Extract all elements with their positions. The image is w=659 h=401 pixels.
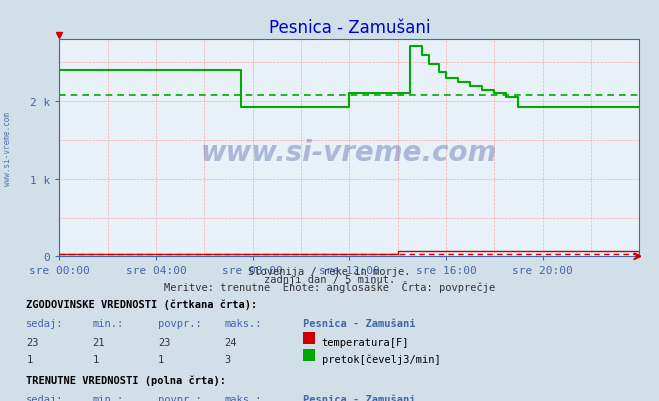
- Text: 3: 3: [224, 354, 230, 364]
- Text: povpr.:: povpr.:: [158, 318, 202, 328]
- Text: pretok[čevelj3/min]: pretok[čevelj3/min]: [322, 354, 440, 364]
- Text: min.:: min.:: [92, 394, 123, 401]
- Text: min.:: min.:: [92, 318, 123, 328]
- Text: TRENUTNE VREDNOSTI (polna črta):: TRENUTNE VREDNOSTI (polna črta):: [26, 375, 226, 385]
- Text: 24: 24: [224, 337, 237, 347]
- Text: 1: 1: [92, 354, 98, 364]
- Text: ZGODOVINSKE VREDNOSTI (črtkana črta):: ZGODOVINSKE VREDNOSTI (črtkana črta):: [26, 298, 258, 309]
- Text: www.si-vreme.com: www.si-vreme.com: [3, 111, 13, 185]
- Text: zadnji dan / 5 minut.: zadnji dan / 5 minut.: [264, 275, 395, 285]
- Text: Pesnica - Zamušani: Pesnica - Zamušani: [303, 318, 416, 328]
- Text: 23: 23: [158, 337, 171, 347]
- Text: 1: 1: [26, 354, 32, 364]
- Text: maks.:: maks.:: [224, 318, 262, 328]
- Text: Meritve: trenutne  Enote: anglosaške  Črta: povprečje: Meritve: trenutne Enote: anglosaške Črta…: [164, 281, 495, 293]
- Text: sedaj:: sedaj:: [26, 318, 64, 328]
- Text: www.si-vreme.com: www.si-vreme.com: [201, 139, 498, 167]
- Text: Pesnica - Zamušani: Pesnica - Zamušani: [303, 394, 416, 401]
- Text: 21: 21: [92, 337, 105, 347]
- Text: temperatura[F]: temperatura[F]: [322, 337, 409, 347]
- Text: Slovenija / reke in morje.: Slovenija / reke in morje.: [248, 267, 411, 277]
- Text: sedaj:: sedaj:: [26, 394, 64, 401]
- Title: Pesnica - Zamušani: Pesnica - Zamušani: [268, 19, 430, 37]
- Text: 1: 1: [158, 354, 164, 364]
- Text: maks.:: maks.:: [224, 394, 262, 401]
- Text: povpr.:: povpr.:: [158, 394, 202, 401]
- Text: 23: 23: [26, 337, 39, 347]
